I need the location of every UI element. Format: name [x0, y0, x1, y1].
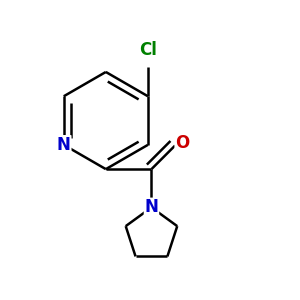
Text: O: O [175, 134, 190, 152]
Text: N: N [57, 136, 71, 154]
Text: N: N [145, 198, 158, 216]
Text: Cl: Cl [139, 41, 157, 59]
